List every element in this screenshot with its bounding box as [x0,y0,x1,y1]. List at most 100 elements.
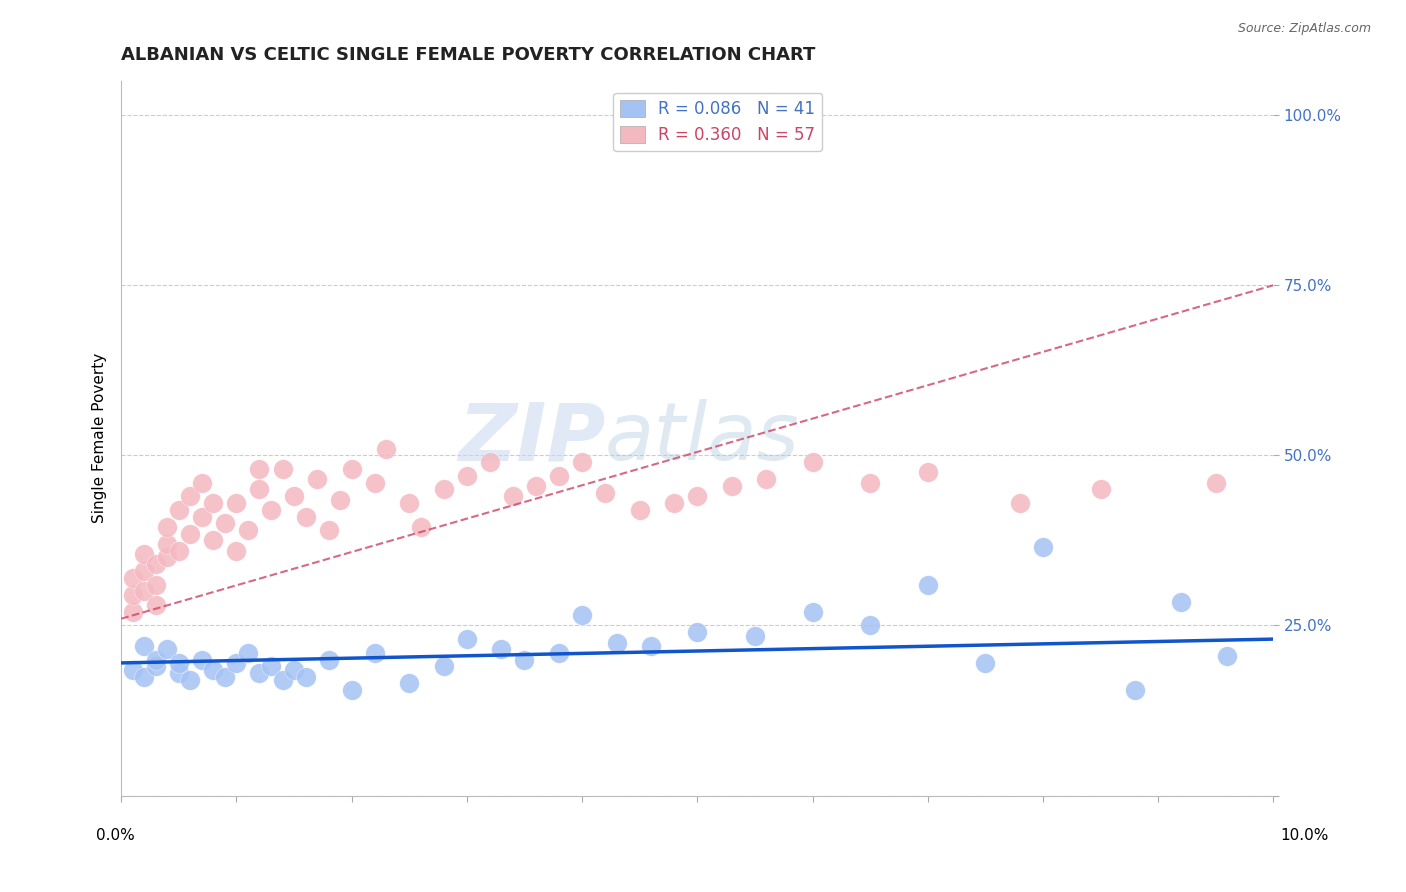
Point [409,520,432,534]
Point [664,496,686,510]
Point [156,537,179,551]
Point [145,558,167,572]
Point [202,533,225,548]
Point [491,642,513,657]
Point [202,496,225,510]
Point [363,646,385,660]
Point [917,577,939,591]
Point [121,605,143,619]
Point [156,550,179,565]
Point [167,503,190,517]
Point [236,523,259,537]
Point [340,683,363,698]
Point [134,584,156,599]
Point [571,455,593,469]
Point [628,503,651,517]
Point [179,673,201,687]
Point [1216,649,1239,664]
Point [1205,475,1227,490]
Point [456,632,478,646]
Point [318,652,340,666]
Text: 0.0%: 0.0% [96,828,135,843]
Point [974,656,997,670]
Legend: R = 0.086   N = 41, R = 0.360   N = 57: R = 0.086 N = 41, R = 0.360 N = 57 [613,93,823,151]
Point [260,659,283,673]
Point [478,455,501,469]
Point [502,489,524,503]
Y-axis label: Single Female Poverty: Single Female Poverty [93,353,107,524]
Point [134,669,156,683]
Point [191,475,214,490]
Point [917,466,939,480]
Point [606,635,628,649]
Text: Source: ZipAtlas.com: Source: ZipAtlas.com [1237,22,1371,36]
Point [249,483,271,497]
Point [156,520,179,534]
Point [283,489,305,503]
Point [249,462,271,476]
Point [1170,595,1192,609]
Point [225,656,247,670]
Point [145,652,167,666]
Point [640,639,662,653]
Point [271,462,294,476]
Point [249,666,271,681]
Point [456,468,478,483]
Point [202,663,225,677]
Point [260,503,283,517]
Point [859,618,882,632]
Point [686,489,709,503]
Point [433,483,456,497]
Point [145,598,167,612]
Point [134,639,156,653]
Point [1032,540,1054,554]
Point [1090,483,1112,497]
Point [145,577,167,591]
Point [283,663,305,677]
Point [307,472,329,486]
Point [179,489,201,503]
Point [513,652,536,666]
Point [121,571,143,585]
Point [571,608,593,623]
Point [179,526,201,541]
Point [686,625,709,640]
Point [859,475,882,490]
Point [801,605,824,619]
Point [524,479,547,493]
Point [145,659,167,673]
Point [121,663,143,677]
Point [329,492,352,507]
Text: atlas: atlas [605,400,800,477]
Point [548,468,571,483]
Point [167,656,190,670]
Point [167,543,190,558]
Point [375,442,398,456]
Point [225,543,247,558]
Point [134,564,156,578]
Point [294,509,316,524]
Point [593,485,616,500]
Point [214,516,236,531]
Point [755,472,778,486]
Point [433,659,456,673]
Point [398,496,420,510]
Point [548,646,571,660]
Point [167,666,190,681]
Point [801,455,824,469]
Point [134,547,156,561]
Point [236,646,259,660]
Point [1123,683,1146,698]
Point [225,496,247,510]
Point [156,642,179,657]
Point [214,669,236,683]
Text: ZIP: ZIP [458,400,605,477]
Point [363,475,385,490]
Point [121,588,143,602]
Point [1008,496,1031,510]
Point [191,652,214,666]
Point [294,669,316,683]
Point [318,523,340,537]
Point [744,629,766,643]
Point [191,509,214,524]
